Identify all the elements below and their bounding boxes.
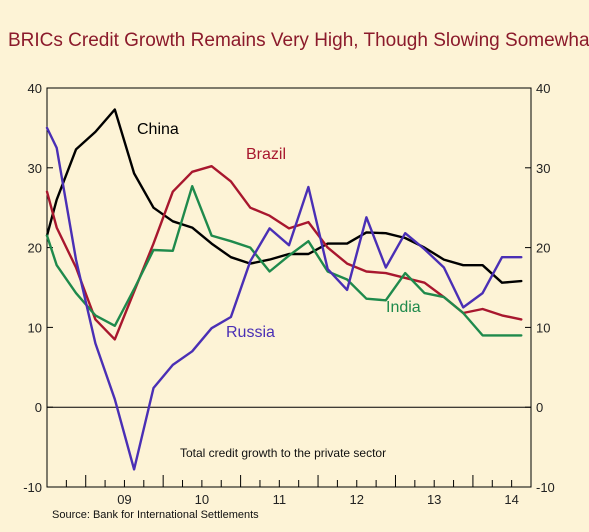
y-tick-label-right: 10 [536,320,550,335]
x-tick-label: 09 [117,492,131,507]
chart-source: Source: Bank for International Settlemen… [52,509,259,521]
series-line-brazil [45,164,523,341]
chart-annotation: Total credit growth to the private secto… [180,446,386,460]
series-label-china: China [137,121,179,138]
series-label-brazil: Brazil [246,146,286,163]
x-tick-label: 10 [195,492,209,507]
series-line-india [45,184,523,337]
series-label-russia: Russia [226,324,275,341]
y-tick-label-right: -10 [536,480,555,495]
y-tick-label-left: 10 [28,320,42,335]
y-tick-label-right: 0 [536,400,543,415]
y-tick-label-right: 40 [536,81,550,96]
plot-area [46,87,532,488]
x-tick-label: 13 [427,492,441,507]
y-tick-label-left: 0 [35,400,42,415]
y-tick-label-left: 20 [28,241,42,256]
y-tick-label-right: 30 [536,161,550,176]
series-lines [45,108,523,471]
y-tick-label-left: -10 [23,480,42,495]
x-tick-label: 11 [273,492,287,507]
series-line-china [45,108,523,284]
axis-ticks: -10 -10 0 0 10 10 20 20 30 30 40 40 09 10 11 12 13 14 [23,81,555,507]
x-tick-label: 14 [504,492,518,507]
y-tick-label-left: 30 [28,161,42,176]
x-tick-label: 12 [350,492,364,507]
series-line-russia [45,126,523,471]
y-tick-label-right: 20 [536,241,550,256]
y-tick-label-left: 40 [28,81,42,96]
series-label-india: India [386,299,421,316]
chart-title: BRICs Credit Growth Remains Very High, T… [8,30,589,51]
